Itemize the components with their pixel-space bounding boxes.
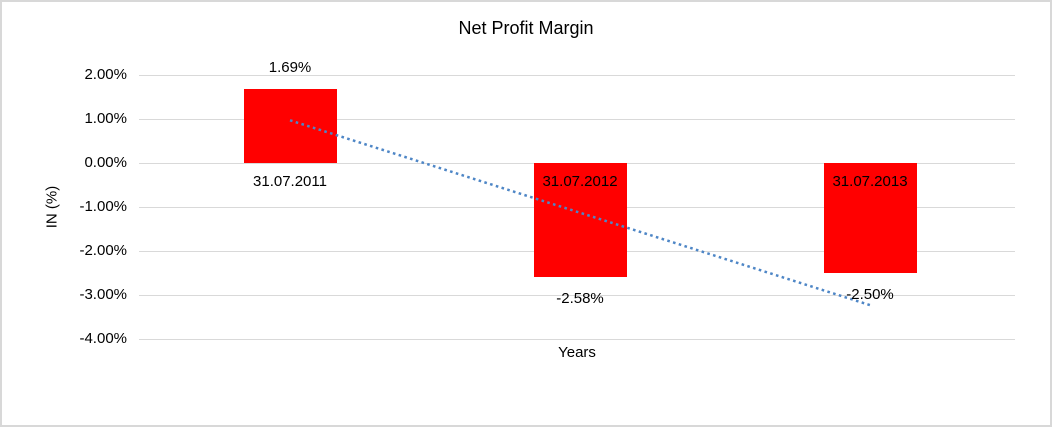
bar-data-label: -2.58%: [556, 290, 604, 307]
bar-data-label: -2.50%: [846, 286, 894, 303]
category-label: 31.07.2012: [542, 173, 618, 190]
y-tick-label: -3.00%: [79, 286, 127, 303]
category-label: 31.07.2013: [832, 173, 908, 190]
y-tick-label: 1.00%: [84, 110, 127, 127]
chart-title: Net Profit Margin: [458, 18, 594, 38]
y-tick-label: 2.00%: [84, 66, 127, 83]
x-axis-title: Years: [558, 344, 596, 361]
bar: [244, 89, 337, 163]
y-tick-label: -2.00%: [79, 242, 127, 259]
y-tick-label: 0.00%: [84, 154, 127, 171]
gridline: [139, 75, 1015, 76]
category-label: 31.07.2011: [253, 173, 327, 190]
y-tick-label: -1.00%: [79, 198, 127, 215]
gridline: [139, 339, 1015, 340]
bar-data-label: 1.69%: [268, 59, 312, 76]
y-axis-title: IN (%): [43, 185, 61, 229]
y-tick-label: -4.00%: [79, 330, 127, 347]
